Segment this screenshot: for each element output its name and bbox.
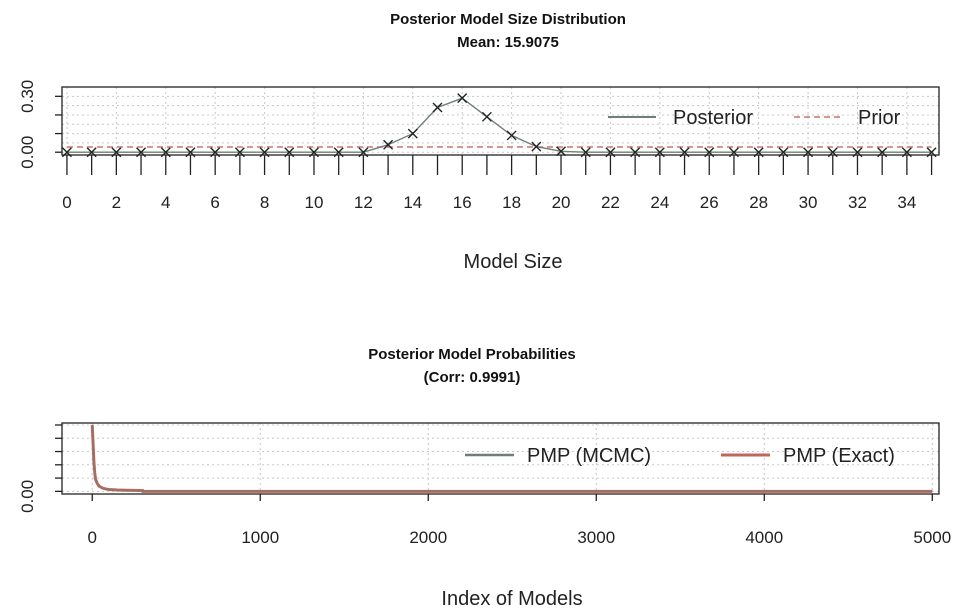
x-tick-label: 3000 bbox=[577, 528, 615, 547]
chart2-plot-frame bbox=[61, 422, 940, 495]
x-tick-label: 2000 bbox=[409, 528, 447, 547]
chart2-subtitle: (Corr: 0.9991) bbox=[424, 369, 521, 386]
y-tick-label: 0.30 bbox=[18, 80, 37, 113]
x-tick-label: 14 bbox=[403, 193, 422, 212]
x-tick-label: 20 bbox=[552, 193, 571, 212]
posterior-point-marker bbox=[407, 128, 418, 139]
y-tick-label: 0.00 bbox=[18, 136, 37, 169]
chart1-x-ticks: 0 2 4 6 8 10 12 14 16 18 20 22 24 26 28 30 32 34 bbox=[62, 155, 933, 212]
x-tick-label: 10 bbox=[305, 193, 324, 212]
chart1-x-axis-label: Model Size bbox=[464, 251, 563, 273]
posterior-point-marker bbox=[457, 93, 468, 104]
chart2-x-axis-label: Index of Models bbox=[441, 588, 582, 610]
chart2-series bbox=[90, 424, 933, 493]
x-tick-label: 1000 bbox=[241, 528, 279, 547]
chart1-series bbox=[61, 93, 937, 158]
legend-label-pmp-mcmc: PMP (MCMC) bbox=[527, 445, 651, 467]
legend-label-prior: Prior bbox=[858, 107, 901, 129]
series-pmp-mcmc-line bbox=[91, 424, 933, 492]
posterior-point-marker bbox=[383, 139, 394, 150]
posterior-point-marker bbox=[556, 146, 567, 157]
chart2-title: Posterior Model Probabilities bbox=[368, 346, 576, 363]
posterior-point-marker bbox=[481, 111, 492, 122]
x-tick-label: 30 bbox=[799, 193, 818, 212]
model-size-chart: Posterior Model Size Distribution Mean: … bbox=[18, 11, 940, 273]
x-tick-label: 8 bbox=[260, 193, 269, 212]
x-tick-label: 2 bbox=[112, 193, 121, 212]
chart1-subtitle: Mean: 15.9075 bbox=[457, 34, 559, 51]
chart1-plot-frame bbox=[61, 86, 940, 156]
chart1-title: Posterior Model Size Distribution bbox=[390, 11, 626, 28]
chart2-x-ticks: 0 1000 2000 3000 4000 5000 bbox=[88, 494, 951, 547]
x-tick-label: 32 bbox=[848, 193, 867, 212]
x-tick-label: 4 bbox=[161, 193, 170, 212]
x-tick-label: 5000 bbox=[913, 528, 951, 547]
x-tick-label: 22 bbox=[601, 193, 620, 212]
chart2-y-ticks: 0.00 bbox=[18, 424, 62, 513]
chart2-legend: PMP (MCMC) PMP (Exact) bbox=[465, 445, 895, 467]
chart1-y-ticks: 0.00 0.30 bbox=[18, 80, 62, 169]
x-tick-label: 26 bbox=[700, 193, 719, 212]
series-posterior-line bbox=[66, 97, 932, 153]
legend-label-posterior: Posterior bbox=[673, 107, 753, 129]
x-tick-label: 0 bbox=[62, 193, 71, 212]
posterior-point-marker bbox=[506, 130, 517, 141]
x-tick-label: 34 bbox=[897, 193, 916, 212]
chart1-grid bbox=[62, 87, 939, 155]
legend-label-pmp-exact: PMP (Exact) bbox=[783, 445, 895, 467]
x-tick-label: 24 bbox=[650, 193, 669, 212]
x-tick-label: 28 bbox=[749, 193, 768, 212]
x-tick-label: 6 bbox=[210, 193, 219, 212]
pmp-chart: Posterior Model Probabilities (Corr: 0.9… bbox=[18, 346, 951, 610]
x-tick-label: 16 bbox=[453, 193, 472, 212]
x-tick-label: 12 bbox=[354, 193, 373, 212]
posterior-point-marker bbox=[432, 102, 443, 113]
x-tick-label: 18 bbox=[502, 193, 521, 212]
posterior-point-marker bbox=[531, 141, 542, 152]
y-tick-label: 0.00 bbox=[18, 480, 37, 513]
chart1-legend: Posterior Prior bbox=[608, 107, 901, 129]
x-tick-label: 0 bbox=[88, 528, 97, 547]
x-tick-label: 4000 bbox=[745, 528, 783, 547]
